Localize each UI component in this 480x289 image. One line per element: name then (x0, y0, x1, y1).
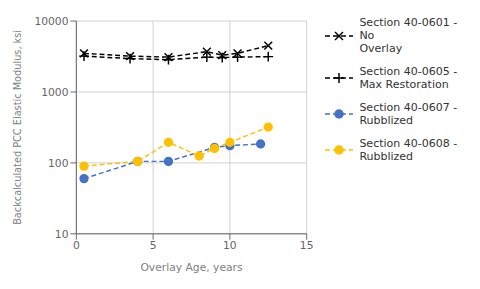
html-text:Rubblized: Rubblized (359, 114, 414, 127)
html-text:Section 40-0607 -: Section 40-0607 - (359, 101, 458, 114)
svg-text:10000: 10000 (34, 15, 68, 28)
svg-text:10: 10 (55, 228, 69, 241)
svg-text:100: 100 (48, 157, 69, 170)
svg-text:5: 5 (150, 239, 157, 252)
html-text:Rubblized: Rubblized (359, 150, 414, 163)
svg-text:Overlay Age, years: Overlay Age, years (140, 261, 243, 274)
svg-text:0: 0 (73, 239, 80, 252)
svg-text:Backcalculated PCC Elastic Mod: Backcalculated PCC Elastic Modulus, ksi (12, 30, 23, 225)
html-text:Overlay: Overlay (359, 42, 403, 55)
svg-text:1000: 1000 (41, 86, 68, 99)
html-text:Section 40-0608 -: Section 40-0608 - (359, 137, 458, 150)
html-text:Section 40-0601 - No: Section 40-0601 - No (359, 16, 458, 42)
html-text:Section 40-0605 -: Section 40-0605 - (359, 65, 458, 78)
svg-text:10: 10 (223, 239, 237, 252)
svg-text:15: 15 (300, 239, 314, 252)
html-text:Max Restoration: Max Restoration (359, 78, 449, 91)
